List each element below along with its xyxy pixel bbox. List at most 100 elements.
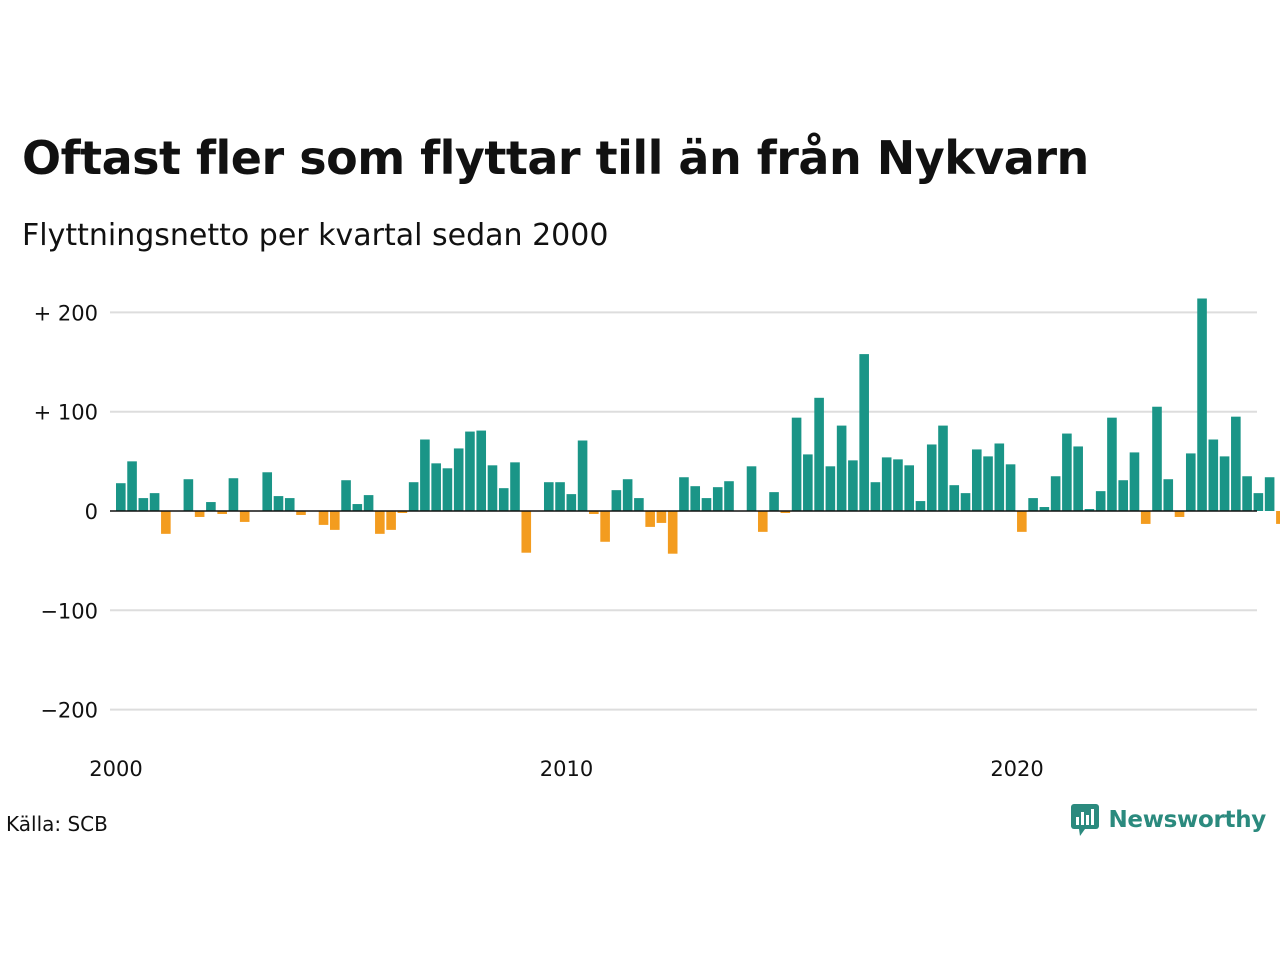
bar <box>1208 439 1219 511</box>
bar <box>318 511 329 525</box>
bar <box>656 511 667 523</box>
bar <box>690 486 701 511</box>
bar <box>1163 479 1174 511</box>
bar <box>679 477 689 511</box>
bar <box>600 511 610 542</box>
bar <box>904 465 915 511</box>
bar <box>1231 416 1241 511</box>
bar <box>521 511 532 553</box>
chart-title: Oftast fler som flyttar till än från Nyk… <box>22 131 1089 185</box>
bar <box>634 498 644 511</box>
bar <box>149 493 160 511</box>
bar <box>487 465 498 511</box>
bar <box>1095 491 1106 511</box>
newsworthy-logo: Newsworthy <box>1070 803 1266 837</box>
y-tick-label: + 100 <box>34 401 98 425</box>
bar <box>375 511 385 534</box>
bar <box>543 482 554 511</box>
bar <box>1118 480 1129 511</box>
bar <box>363 495 374 511</box>
bar <box>206 502 216 511</box>
bar <box>926 444 937 511</box>
bar <box>960 493 971 511</box>
bar <box>341 480 351 511</box>
bar <box>1073 446 1083 511</box>
bar <box>239 511 250 522</box>
bar <box>938 425 948 511</box>
y-tick-label: + 200 <box>34 301 98 325</box>
bar <box>1152 406 1162 511</box>
bar <box>983 456 993 511</box>
bar <box>183 479 194 511</box>
bar <box>949 485 960 511</box>
bar <box>1005 464 1016 511</box>
bar <box>138 498 149 511</box>
bar <box>397 511 408 513</box>
bar <box>780 511 791 513</box>
bar <box>194 511 205 517</box>
bar <box>746 466 757 511</box>
bar <box>453 448 464 511</box>
bar <box>611 490 622 511</box>
y-tick-label: −100 <box>40 599 98 623</box>
bar <box>622 479 633 511</box>
bar <box>859 354 869 511</box>
bar-chart: + 200 + 100 0 −100 −200 2000 2010 2020 <box>34 298 1280 781</box>
bar <box>1039 507 1050 511</box>
grid-lines <box>110 311 1257 711</box>
bar <box>724 481 734 511</box>
bar <box>848 460 858 511</box>
bar <box>1253 493 1264 511</box>
bar <box>1129 452 1140 511</box>
bar <box>589 511 599 514</box>
bar <box>881 457 892 511</box>
source-note: Källa: SCB <box>6 812 108 836</box>
bar <box>1197 298 1207 511</box>
bar <box>408 482 419 511</box>
bar <box>262 472 273 511</box>
bar <box>442 468 453 511</box>
bar <box>386 511 396 530</box>
bar <box>791 417 802 511</box>
bar <box>498 488 509 511</box>
bar <box>1264 477 1275 511</box>
bar <box>1242 476 1252 511</box>
bar <box>645 511 655 527</box>
logo-text: Newsworthy <box>1108 807 1266 833</box>
bar <box>217 511 227 514</box>
newsworthy-chart-logo-icon <box>1071 804 1100 836</box>
bar <box>352 504 363 511</box>
bar <box>476 430 487 511</box>
bar <box>296 511 306 515</box>
bar <box>836 425 847 511</box>
bar <box>769 492 779 511</box>
y-tick-label: −200 <box>40 699 98 723</box>
bar <box>1276 511 1280 524</box>
bar <box>161 511 171 534</box>
bar <box>420 439 430 511</box>
bar <box>825 466 836 511</box>
bar <box>1174 511 1185 517</box>
x-tick-label: 2020 <box>990 757 1043 781</box>
bar <box>228 478 239 511</box>
bar <box>893 459 903 511</box>
bar <box>284 498 295 511</box>
bar <box>577 440 588 511</box>
bar <box>273 496 284 511</box>
bar <box>1140 511 1151 524</box>
bar <box>566 494 577 511</box>
bar <box>431 463 441 511</box>
bar <box>757 511 768 532</box>
bar <box>667 511 678 554</box>
y-axis-tick-labels: + 200 + 100 0 −100 −200 <box>34 301 98 722</box>
bar <box>712 487 723 511</box>
bar <box>994 443 1005 511</box>
bar <box>116 483 126 511</box>
bar <box>1084 509 1095 511</box>
x-tick-label: 2010 <box>540 757 593 781</box>
bar <box>1028 498 1038 511</box>
bar <box>127 461 137 511</box>
bar <box>1185 453 1196 511</box>
bar <box>803 454 813 511</box>
chart-subtitle: Flyttningsnetto per kvartal sedan 2000 <box>22 218 609 253</box>
